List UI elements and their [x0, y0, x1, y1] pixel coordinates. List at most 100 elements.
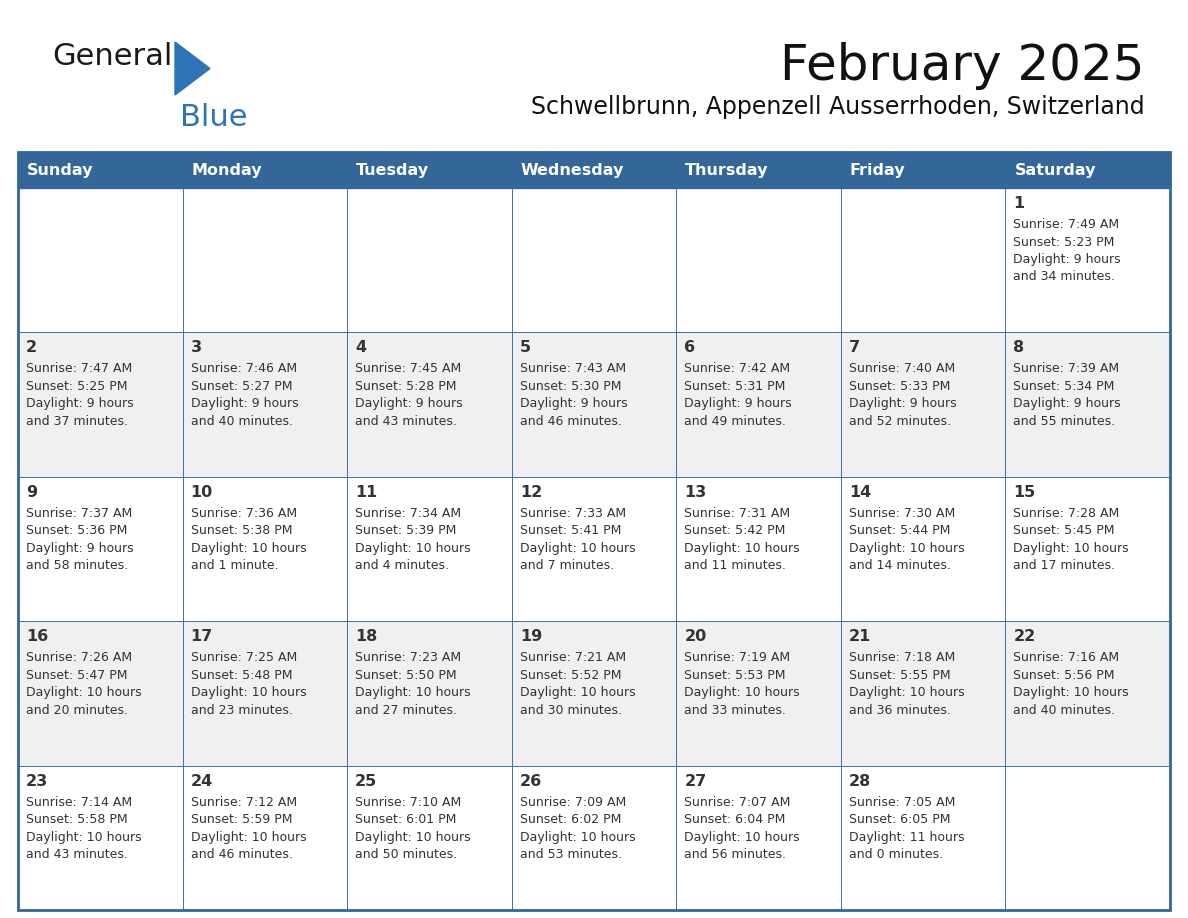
Text: Sunrise: 7:07 AM
Sunset: 6:04 PM
Daylight: 10 hours
and 56 minutes.: Sunrise: 7:07 AM Sunset: 6:04 PM Dayligh…: [684, 796, 800, 861]
Bar: [347, 332, 512, 476]
Bar: [841, 621, 1005, 766]
Text: Sunrise: 7:40 AM
Sunset: 5:33 PM
Daylight: 9 hours
and 52 minutes.: Sunrise: 7:40 AM Sunset: 5:33 PM Dayligh…: [849, 363, 956, 428]
Text: 15: 15: [1013, 485, 1036, 499]
Bar: [512, 766, 676, 910]
Text: Sunrise: 7:19 AM
Sunset: 5:53 PM
Daylight: 10 hours
and 33 minutes.: Sunrise: 7:19 AM Sunset: 5:53 PM Dayligh…: [684, 651, 800, 717]
Bar: [347, 476, 512, 621]
Bar: [183, 188, 347, 332]
Text: 16: 16: [26, 629, 49, 644]
Text: Sunrise: 7:23 AM
Sunset: 5:50 PM
Daylight: 10 hours
and 27 minutes.: Sunrise: 7:23 AM Sunset: 5:50 PM Dayligh…: [355, 651, 470, 717]
Bar: [347, 188, 512, 332]
Text: 7: 7: [849, 341, 860, 355]
Bar: [676, 476, 841, 621]
Text: 3: 3: [190, 341, 202, 355]
Bar: [512, 476, 676, 621]
Bar: [1005, 766, 1170, 910]
Text: Sunrise: 7:16 AM
Sunset: 5:56 PM
Daylight: 10 hours
and 40 minutes.: Sunrise: 7:16 AM Sunset: 5:56 PM Dayligh…: [1013, 651, 1129, 717]
Text: Sunrise: 7:49 AM
Sunset: 5:23 PM
Daylight: 9 hours
and 34 minutes.: Sunrise: 7:49 AM Sunset: 5:23 PM Dayligh…: [1013, 218, 1121, 284]
Text: Sunrise: 7:26 AM
Sunset: 5:47 PM
Daylight: 10 hours
and 20 minutes.: Sunrise: 7:26 AM Sunset: 5:47 PM Dayligh…: [26, 651, 141, 717]
Text: 18: 18: [355, 629, 378, 644]
Text: 13: 13: [684, 485, 707, 499]
Bar: [512, 152, 676, 188]
Text: Thursday: Thursday: [685, 162, 769, 177]
Text: Friday: Friday: [849, 162, 905, 177]
Bar: [676, 188, 841, 332]
Bar: [183, 476, 347, 621]
Bar: [1005, 188, 1170, 332]
Bar: [18, 332, 183, 476]
Text: Sunrise: 7:34 AM
Sunset: 5:39 PM
Daylight: 10 hours
and 4 minutes.: Sunrise: 7:34 AM Sunset: 5:39 PM Dayligh…: [355, 507, 470, 572]
Text: Sunrise: 7:36 AM
Sunset: 5:38 PM
Daylight: 10 hours
and 1 minute.: Sunrise: 7:36 AM Sunset: 5:38 PM Dayligh…: [190, 507, 307, 572]
Bar: [676, 766, 841, 910]
Bar: [1005, 621, 1170, 766]
Text: Sunrise: 7:14 AM
Sunset: 5:58 PM
Daylight: 10 hours
and 43 minutes.: Sunrise: 7:14 AM Sunset: 5:58 PM Dayligh…: [26, 796, 141, 861]
Bar: [183, 332, 347, 476]
Text: Sunrise: 7:42 AM
Sunset: 5:31 PM
Daylight: 9 hours
and 49 minutes.: Sunrise: 7:42 AM Sunset: 5:31 PM Dayligh…: [684, 363, 792, 428]
Text: Sunrise: 7:25 AM
Sunset: 5:48 PM
Daylight: 10 hours
and 23 minutes.: Sunrise: 7:25 AM Sunset: 5:48 PM Dayligh…: [190, 651, 307, 717]
Text: Saturday: Saturday: [1015, 162, 1095, 177]
Text: Sunrise: 7:09 AM
Sunset: 6:02 PM
Daylight: 10 hours
and 53 minutes.: Sunrise: 7:09 AM Sunset: 6:02 PM Dayligh…: [519, 796, 636, 861]
Text: 26: 26: [519, 774, 542, 789]
Bar: [18, 621, 183, 766]
Text: Sunrise: 7:43 AM
Sunset: 5:30 PM
Daylight: 9 hours
and 46 minutes.: Sunrise: 7:43 AM Sunset: 5:30 PM Dayligh…: [519, 363, 627, 428]
Text: 6: 6: [684, 341, 695, 355]
Bar: [347, 766, 512, 910]
Text: 27: 27: [684, 774, 707, 789]
Bar: [347, 621, 512, 766]
Text: 4: 4: [355, 341, 366, 355]
Bar: [512, 621, 676, 766]
Text: 28: 28: [849, 774, 871, 789]
Bar: [1005, 332, 1170, 476]
Bar: [183, 766, 347, 910]
Bar: [18, 188, 183, 332]
Bar: [841, 476, 1005, 621]
Text: 23: 23: [26, 774, 49, 789]
Text: 20: 20: [684, 629, 707, 644]
Bar: [1005, 152, 1170, 188]
Text: 24: 24: [190, 774, 213, 789]
Text: 22: 22: [1013, 629, 1036, 644]
Text: 1: 1: [1013, 196, 1024, 211]
Text: Sunrise: 7:37 AM
Sunset: 5:36 PM
Daylight: 9 hours
and 58 minutes.: Sunrise: 7:37 AM Sunset: 5:36 PM Dayligh…: [26, 507, 133, 572]
Bar: [18, 766, 183, 910]
Bar: [18, 152, 1170, 910]
Bar: [512, 188, 676, 332]
Text: Schwellbrunn, Appenzell Ausserrhoden, Switzerland: Schwellbrunn, Appenzell Ausserrhoden, Sw…: [531, 95, 1145, 119]
Text: Monday: Monday: [191, 162, 263, 177]
Bar: [183, 152, 347, 188]
Text: 25: 25: [355, 774, 378, 789]
Text: 11: 11: [355, 485, 378, 499]
Text: Wednesday: Wednesday: [520, 162, 624, 177]
Text: 2: 2: [26, 341, 37, 355]
Text: Sunrise: 7:28 AM
Sunset: 5:45 PM
Daylight: 10 hours
and 17 minutes.: Sunrise: 7:28 AM Sunset: 5:45 PM Dayligh…: [1013, 507, 1129, 572]
Text: Sunrise: 7:31 AM
Sunset: 5:42 PM
Daylight: 10 hours
and 11 minutes.: Sunrise: 7:31 AM Sunset: 5:42 PM Dayligh…: [684, 507, 800, 572]
Bar: [183, 621, 347, 766]
Bar: [676, 332, 841, 476]
Text: 14: 14: [849, 485, 871, 499]
Text: 5: 5: [519, 341, 531, 355]
Bar: [676, 621, 841, 766]
Text: Sunrise: 7:33 AM
Sunset: 5:41 PM
Daylight: 10 hours
and 7 minutes.: Sunrise: 7:33 AM Sunset: 5:41 PM Dayligh…: [519, 507, 636, 572]
Bar: [512, 332, 676, 476]
Bar: [18, 152, 183, 188]
Text: Sunrise: 7:05 AM
Sunset: 6:05 PM
Daylight: 11 hours
and 0 minutes.: Sunrise: 7:05 AM Sunset: 6:05 PM Dayligh…: [849, 796, 965, 861]
Text: Sunrise: 7:30 AM
Sunset: 5:44 PM
Daylight: 10 hours
and 14 minutes.: Sunrise: 7:30 AM Sunset: 5:44 PM Dayligh…: [849, 507, 965, 572]
Text: 12: 12: [519, 485, 542, 499]
Bar: [841, 188, 1005, 332]
Text: General: General: [52, 42, 172, 71]
Text: Sunrise: 7:46 AM
Sunset: 5:27 PM
Daylight: 9 hours
and 40 minutes.: Sunrise: 7:46 AM Sunset: 5:27 PM Dayligh…: [190, 363, 298, 428]
Text: 8: 8: [1013, 341, 1024, 355]
Text: Sunrise: 7:21 AM
Sunset: 5:52 PM
Daylight: 10 hours
and 30 minutes.: Sunrise: 7:21 AM Sunset: 5:52 PM Dayligh…: [519, 651, 636, 717]
Bar: [1005, 476, 1170, 621]
Text: Sunrise: 7:10 AM
Sunset: 6:01 PM
Daylight: 10 hours
and 50 minutes.: Sunrise: 7:10 AM Sunset: 6:01 PM Dayligh…: [355, 796, 470, 861]
Text: Sunrise: 7:47 AM
Sunset: 5:25 PM
Daylight: 9 hours
and 37 minutes.: Sunrise: 7:47 AM Sunset: 5:25 PM Dayligh…: [26, 363, 133, 428]
Bar: [18, 476, 183, 621]
Text: Sunrise: 7:18 AM
Sunset: 5:55 PM
Daylight: 10 hours
and 36 minutes.: Sunrise: 7:18 AM Sunset: 5:55 PM Dayligh…: [849, 651, 965, 717]
Text: 9: 9: [26, 485, 37, 499]
Text: February 2025: February 2025: [781, 42, 1145, 90]
Text: Sunrise: 7:39 AM
Sunset: 5:34 PM
Daylight: 9 hours
and 55 minutes.: Sunrise: 7:39 AM Sunset: 5:34 PM Dayligh…: [1013, 363, 1121, 428]
Text: 10: 10: [190, 485, 213, 499]
Text: Sunrise: 7:12 AM
Sunset: 5:59 PM
Daylight: 10 hours
and 46 minutes.: Sunrise: 7:12 AM Sunset: 5:59 PM Dayligh…: [190, 796, 307, 861]
Text: 19: 19: [519, 629, 542, 644]
Text: 21: 21: [849, 629, 871, 644]
